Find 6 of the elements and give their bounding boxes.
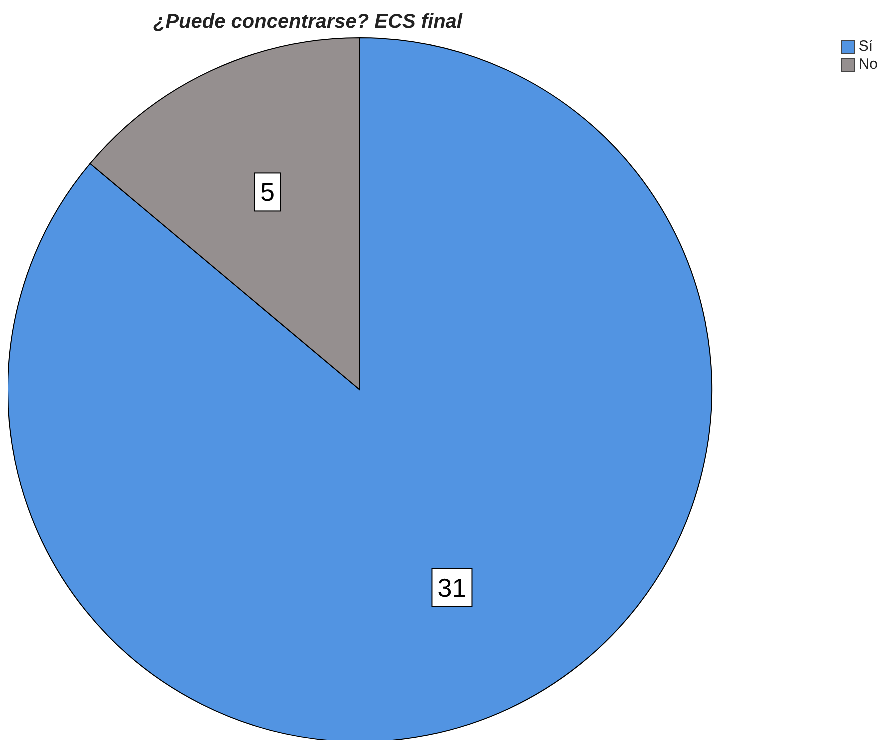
data-label: 5 [260, 177, 275, 208]
data-label: 31 [438, 572, 467, 603]
legend-label: No [858, 56, 878, 74]
pie-slice [8, 38, 712, 740]
slice-label: Sí [858, 38, 873, 56]
chart-title: ¿Puede concentrarse? ECS final [154, 11, 463, 33]
